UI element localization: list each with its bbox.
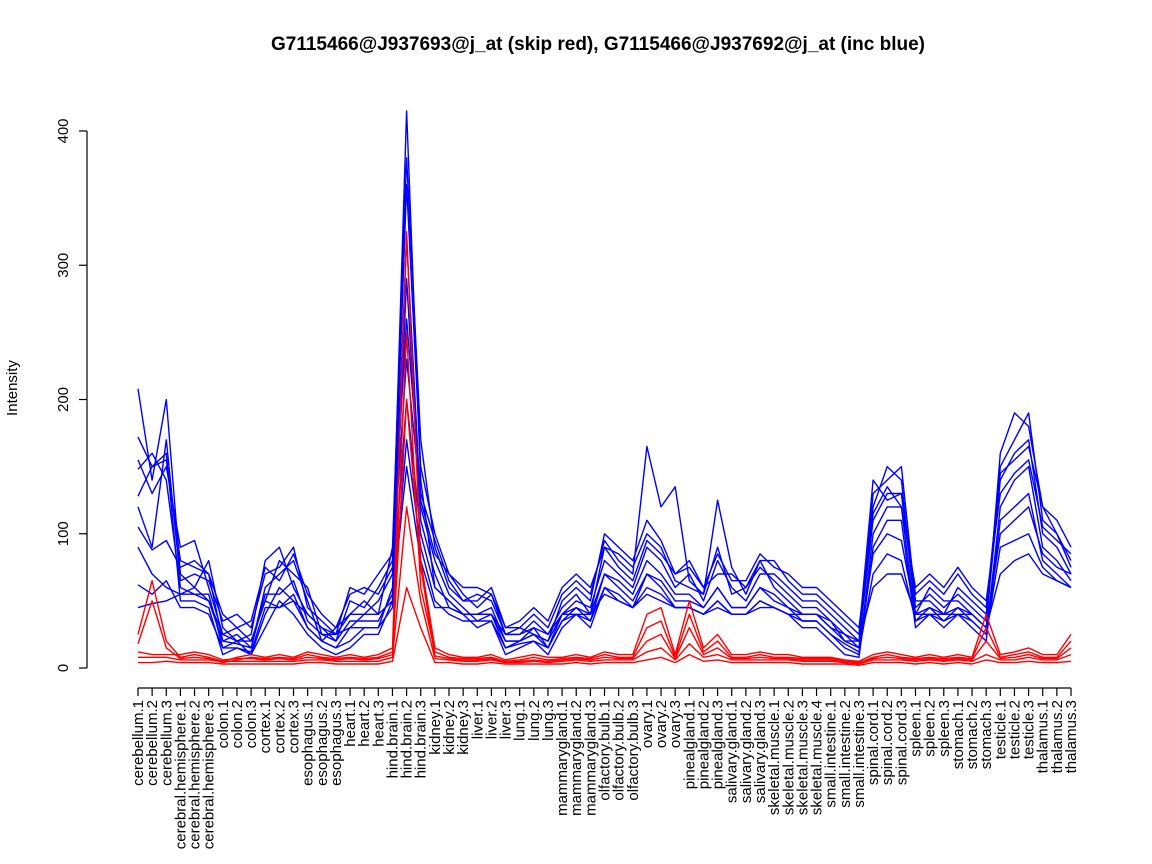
x-tick-label: skeletal.muscle.1: [766, 700, 783, 815]
x-tick-label: hind.brain.2: [399, 700, 416, 778]
x-axis: cerebellum.1cerebellum.2cerebellum.3cere…: [130, 687, 1080, 849]
x-tick-label: pinealgland.3: [710, 700, 727, 789]
x-tick-label: cerebellum.2: [144, 700, 161, 786]
x-tick-label: testicle.2: [1006, 700, 1023, 759]
x-tick-label: lung.1: [512, 700, 529, 741]
x-tick-label: testicle.3: [1021, 700, 1038, 759]
x-tick-label: lung.2: [526, 700, 543, 741]
y-tick-label: 0: [55, 664, 72, 672]
x-tick-label: spinal.cord.1: [865, 700, 882, 785]
x-tick-label: skeletal.muscle.3: [794, 700, 811, 815]
x-tick-label: liver.3: [498, 700, 515, 739]
x-tick-label: cerebral.hemisphere.1: [172, 700, 189, 849]
x-tick-label: spinal.cord.2: [879, 700, 896, 785]
skip-series-line-11: [137, 230, 1072, 662]
x-tick-label: olfactory.bulb.3: [625, 700, 642, 801]
inc-series-line-9: [137, 439, 1072, 653]
x-tick-label: heart.2: [356, 700, 373, 747]
x-tick-label: lung.3: [540, 700, 557, 741]
x-tick-label: ovary.3: [667, 700, 684, 748]
skip-series-line-12: [137, 331, 1072, 664]
x-tick-label: cortex.3: [286, 700, 303, 753]
x-tick-label: olfactory.bulb.2: [611, 700, 628, 801]
x-tick-label: pinealgland.1: [681, 700, 698, 789]
x-tick-label: spleen.3: [936, 700, 953, 757]
x-tick-label: esophagus.1: [300, 700, 317, 786]
inc-series-line-8: [137, 398, 1072, 649]
inc-series-line-4: [137, 237, 1072, 656]
x-tick-label: stomach.3: [978, 700, 995, 769]
x-tick-label: hind.brain.3: [413, 700, 430, 778]
x-tick-label: cerebral.hemisphere.2: [187, 700, 204, 849]
y-tick-label: 200: [55, 387, 72, 412]
y-tick-label: 100: [55, 521, 72, 546]
x-tick-label: cerebral.hemisphere.3: [201, 700, 218, 849]
x-tick-label: thalamus.2: [1049, 700, 1066, 773]
inc-series-line-5: [137, 278, 1072, 658]
x-tick-label: esophagus.3: [328, 700, 345, 786]
x-tick-label: small.intestine.3: [851, 700, 868, 808]
chart-title: G7115466@J937693@j_at (skip red), G71154…: [271, 34, 925, 55]
skip-series-line-14: [138, 506, 1072, 665]
x-tick-label: skeletal.muscle.2: [780, 700, 797, 815]
x-tick-label: small.intestine.1: [823, 700, 840, 808]
inc-series-line-3: [137, 183, 1072, 642]
x-tick-label: stomach.1: [950, 700, 967, 769]
x-tick-label: kidney.1: [427, 700, 444, 755]
x-tick-label: testicle.1: [992, 700, 1009, 759]
x-tick-label: spinal.cord.3: [893, 700, 910, 785]
x-tick-label: skeletal.muscle.4: [809, 700, 826, 815]
x-tick-label: liver.2: [483, 700, 500, 739]
x-tick-label: olfactory.bulb.1: [597, 700, 614, 801]
x-tick-label: salivary.gland.2: [738, 700, 755, 803]
x-tick-label: stomach.2: [964, 700, 981, 769]
y-axis: 0 100 200 300 400: [55, 118, 88, 672]
x-tick-label: heart.3: [370, 700, 387, 747]
x-tick-label: mammarygland.1: [554, 700, 571, 816]
x-tick-label: mammarygland.3: [582, 700, 599, 816]
x-tick-label: kidney.2: [441, 700, 458, 755]
x-tick-label: cerebellum.3: [158, 700, 175, 786]
x-tick-label: salivary.gland.1: [724, 700, 741, 803]
x-tick-label: spleen.2: [922, 700, 939, 757]
skip-series-line-15: [138, 586, 1072, 666]
x-tick-label: thalamus.1: [1035, 700, 1052, 773]
x-tick-label: heart.1: [342, 700, 359, 747]
x-tick-label: small.intestine.2: [837, 700, 854, 808]
inc-series-line-7: [137, 358, 1072, 629]
x-tick-label: colon.1: [215, 700, 232, 748]
x-tick-label: colon.3: [243, 700, 260, 748]
inc-series-line-10: [137, 465, 1072, 642]
x-tick-label: cerebellum.1: [130, 700, 147, 786]
x-tick-label: esophagus.2: [314, 700, 331, 786]
x-tick-label: ovary.2: [653, 700, 670, 748]
inc-series-line-2: [137, 157, 1072, 649]
x-tick-label: cortex.1: [257, 700, 274, 753]
y-tick-label: 300: [55, 253, 72, 278]
y-axis-label: Intensity: [4, 360, 21, 416]
x-tick-label: liver.1: [469, 700, 486, 739]
x-tick-label: salivary.gland.3: [752, 700, 769, 803]
x-tick-label: pinealgland.2: [695, 700, 712, 789]
x-tick-label: spleen.1: [908, 700, 925, 757]
x-tick-label: hind.brain.1: [384, 700, 401, 778]
skip-series-line-13: [137, 398, 1072, 664]
inc-series-line-6: [137, 318, 1072, 636]
x-tick-label: kidney.3: [455, 700, 472, 755]
x-tick-label: colon.2: [229, 700, 246, 748]
x-tick-label: mammarygland.2: [568, 700, 585, 816]
y-tick-label: 400: [55, 118, 72, 143]
x-tick-label: ovary.1: [639, 700, 656, 748]
x-tick-label: thalamus.3: [1063, 700, 1080, 773]
series-layer: [137, 110, 1072, 666]
x-tick-label: cortex.2: [271, 700, 288, 753]
